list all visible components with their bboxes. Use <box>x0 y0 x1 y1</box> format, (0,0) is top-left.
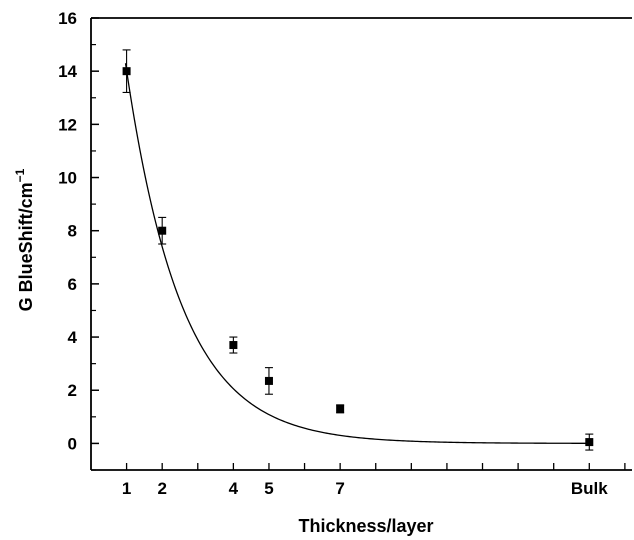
data-points <box>122 49 594 451</box>
y-tick-label: 8 <box>68 222 77 241</box>
x-axis-title: Thickness/layer <box>298 516 433 536</box>
x-tick-label: 4 <box>229 479 239 498</box>
data-point-5 <box>264 367 273 395</box>
y-tick-label: 14 <box>58 62 77 81</box>
x-tick-label: 7 <box>335 479 344 498</box>
data-point-4 <box>229 336 238 354</box>
y-tick-label: 4 <box>68 328 78 347</box>
data-point-7 <box>336 404 345 414</box>
x-tick-label: 1 <box>122 479 131 498</box>
y-axis-title: G BlueShift/cm−1 <box>13 168 36 311</box>
data-point-2 <box>158 216 167 245</box>
y-tick-label: 2 <box>68 381 77 400</box>
data-point-bulk <box>585 433 594 451</box>
data-marker <box>336 404 345 413</box>
data-marker <box>158 226 167 235</box>
x-tick-label: 2 <box>157 479 166 498</box>
x-axis-ticks: 1 2 4 5 7 Bulk <box>122 463 626 498</box>
y-tick-label: 6 <box>68 275 77 294</box>
axes-frame <box>90 17 632 471</box>
data-marker <box>585 438 594 447</box>
y-tick-label: 12 <box>58 115 77 134</box>
data-marker <box>229 341 238 350</box>
y-tick-label: 0 <box>68 434 77 453</box>
y-tick-label: 16 <box>58 9 77 28</box>
y-tick-label: 10 <box>58 169 77 188</box>
data-point-1 <box>122 49 131 93</box>
data-marker <box>122 67 131 76</box>
y-axis-title-main: G BlueShift/cm <box>16 182 36 311</box>
data-marker <box>264 376 273 385</box>
fit-curve <box>124 63 589 444</box>
y-axis-title-unit-exponent: −1 <box>13 168 27 182</box>
x-tick-label: 5 <box>264 479 273 498</box>
y-axis-ticks: 0 2 4 6 8 10 12 14 16 <box>58 9 99 471</box>
x-tick-label: Bulk <box>571 479 608 498</box>
